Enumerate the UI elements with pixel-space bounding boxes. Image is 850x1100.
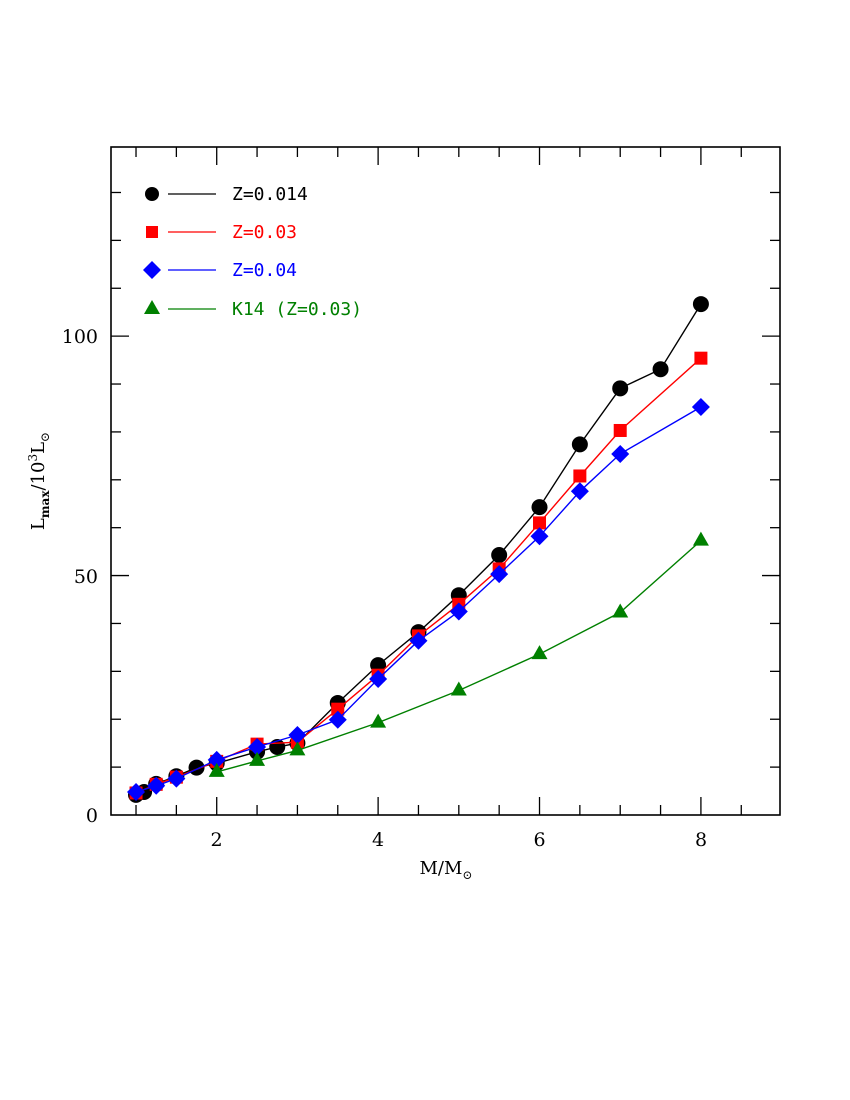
series-line xyxy=(135,406,702,793)
x-tick-labels: 2 4 6 8 xyxy=(210,829,707,851)
series-z-0-03 xyxy=(129,351,708,800)
x-axis-title: M/M⊙ xyxy=(420,858,473,882)
diamond-marker-icon xyxy=(449,602,468,621)
circle-marker-icon xyxy=(652,361,669,378)
diamond-marker-icon xyxy=(691,398,710,417)
triangle-marker-icon xyxy=(370,713,387,728)
triangle-marker-icon xyxy=(249,751,266,766)
legend-item-k14: K14 (Z=0.03) xyxy=(144,299,362,320)
circle-marker-icon xyxy=(145,187,159,201)
diamond-marker-icon xyxy=(143,261,161,279)
legend: Z=0.014 Z=0.03 Z=0.04 K14 (Z=0.03) xyxy=(143,184,362,320)
triangle-marker-icon xyxy=(208,762,225,777)
diamond-marker-icon xyxy=(570,482,589,501)
plot-area xyxy=(127,296,710,803)
diamond-marker-icon xyxy=(248,738,267,757)
triangle-marker-icon xyxy=(289,741,306,756)
diamond-marker-icon xyxy=(167,769,186,788)
y-axis-title: Lmax/103L⊙ xyxy=(26,432,52,530)
diamond-marker-icon xyxy=(369,670,388,689)
circle-marker-icon xyxy=(531,499,548,516)
legend-label: Z=0.014 xyxy=(232,184,308,205)
y-tick-label: 100 xyxy=(62,326,98,348)
legend-label: Z=0.04 xyxy=(232,260,297,281)
x-tick-label: 4 xyxy=(372,829,384,851)
square-marker-icon xyxy=(694,351,708,365)
legend-label: Z=0.03 xyxy=(232,222,297,243)
circle-marker-icon xyxy=(491,546,508,563)
series-line xyxy=(216,540,702,773)
triangle-marker-icon xyxy=(692,531,709,546)
square-marker-icon xyxy=(573,469,587,483)
legend-label: K14 (Z=0.03) xyxy=(232,299,362,320)
square-marker-icon xyxy=(331,702,345,716)
legend-item-z0014: Z=0.014 xyxy=(145,184,308,205)
diamond-marker-icon xyxy=(147,776,166,795)
plot-frame xyxy=(110,146,781,816)
x-tick-label: 6 xyxy=(533,829,545,851)
x-tick-label: 8 xyxy=(695,829,707,851)
diamond-marker-icon xyxy=(127,783,146,802)
legend-item-z004: Z=0.04 xyxy=(143,260,297,281)
circle-marker-icon xyxy=(571,436,588,453)
axis-ticks xyxy=(111,147,780,815)
diamond-marker-icon xyxy=(207,750,226,769)
legend-item-z003: Z=0.03 xyxy=(146,222,297,243)
x-tick-label: 2 xyxy=(210,829,222,851)
series-k14-z-0-03- xyxy=(208,531,709,777)
circle-marker-icon xyxy=(692,296,709,313)
diamond-marker-icon xyxy=(611,444,630,463)
series-z-0-04 xyxy=(127,398,710,802)
diamond-marker-icon xyxy=(409,631,428,650)
series-z-0-014 xyxy=(128,296,709,803)
series-line xyxy=(135,303,702,796)
triangle-marker-icon xyxy=(531,645,548,660)
triangle-marker-icon xyxy=(144,300,160,314)
diamond-marker-icon xyxy=(530,527,549,546)
series-line xyxy=(135,357,702,794)
square-marker-icon xyxy=(533,516,547,530)
circle-marker-icon xyxy=(612,380,629,397)
y-tick-label: 0 xyxy=(86,805,98,827)
triangle-marker-icon xyxy=(612,603,629,618)
y-tick-labels: 0 50 100 xyxy=(62,326,98,827)
triangle-marker-icon xyxy=(450,681,467,696)
diamond-marker-icon xyxy=(328,710,347,729)
square-marker-icon xyxy=(613,423,627,437)
square-marker-icon xyxy=(146,226,158,238)
diamond-marker-icon xyxy=(490,565,509,584)
y-tick-label: 50 xyxy=(74,566,98,588)
diamond-marker-icon xyxy=(288,726,307,745)
